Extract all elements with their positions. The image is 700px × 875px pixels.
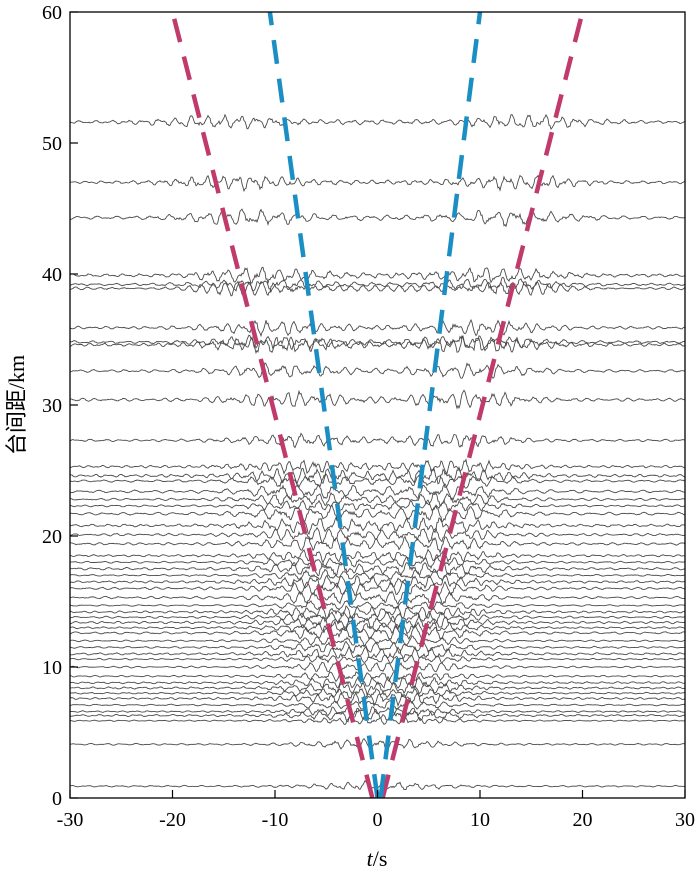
x-axis-title-unit: /s (373, 846, 388, 871)
trace-22 (70, 590, 685, 606)
x-tick-label-5: 20 (573, 809, 593, 831)
trace-46 (70, 276, 685, 294)
trace-6 (70, 691, 685, 707)
x-tick-label-1: -20 (159, 809, 186, 831)
trace-36 (70, 473, 685, 489)
trace-12 (70, 654, 685, 665)
y-axis-title: 台间距/km (4, 355, 29, 455)
trace-23 (70, 580, 685, 597)
y-axis: 0 10 20 30 40 50 60 (42, 2, 78, 810)
trace-49 (70, 174, 685, 193)
trace-34 (70, 491, 685, 507)
trace-20 (70, 605, 685, 620)
trace-42 (70, 335, 685, 355)
trace-15 (70, 635, 685, 647)
trace-7 (70, 688, 685, 700)
trace-2 (70, 716, 685, 726)
trace-17 (70, 620, 685, 635)
moveout-line-3 (378, 12, 483, 798)
trace-16 (70, 623, 685, 640)
trace-40 (70, 389, 685, 410)
trace-45 (70, 280, 685, 297)
trace-10 (70, 670, 685, 683)
trace-30 (70, 526, 685, 544)
trace-9 (70, 675, 685, 689)
trace-11 (70, 661, 685, 673)
moveout-line-1 (380, 12, 585, 798)
moveout-line-2 (267, 12, 380, 798)
trace-39 (70, 432, 685, 449)
trace-5 (70, 699, 685, 710)
trace-14 (70, 640, 685, 654)
x-tick-label-2: -10 (262, 809, 289, 831)
trace-4 (70, 706, 685, 718)
trace-32 (70, 504, 685, 523)
y-tick-label-6: 60 (42, 2, 62, 24)
trace-21 (70, 599, 685, 611)
trace-19 (70, 610, 685, 625)
trace-33 (70, 498, 685, 512)
y-tick-label-1: 10 (42, 657, 62, 679)
x-axis: -30 -20 -10 0 10 20 30 (57, 790, 695, 831)
trace-38 (70, 458, 685, 475)
x-tick-label-6: 30 (675, 809, 695, 831)
trace-28 (70, 548, 685, 564)
trace-41 (70, 362, 685, 379)
moveout-line-0 (170, 12, 375, 798)
x-tick-label-0: -30 (57, 809, 84, 831)
trace-37 (70, 465, 685, 486)
trace-31 (70, 516, 685, 535)
trace-44 (70, 318, 685, 338)
trace-29 (70, 535, 685, 554)
y-tick-label-4: 40 (42, 264, 62, 286)
plot-frame (69, 11, 686, 799)
y-tick-label-3: 30 (42, 395, 62, 417)
trace-50 (70, 113, 685, 131)
trace-27 (70, 555, 685, 570)
seismic-traces (70, 113, 685, 791)
trace-35 (70, 483, 685, 501)
y-tick-label-5: 50 (42, 133, 62, 155)
trace-48 (70, 208, 685, 228)
trace-13 (70, 645, 685, 660)
trace-47 (70, 266, 685, 285)
trace-24 (70, 574, 685, 590)
x-axis-title: t/s (367, 846, 388, 871)
moveout-lines (170, 12, 585, 798)
x-tick-label-3: 0 (373, 809, 383, 831)
trace-25 (70, 568, 685, 582)
trace-3 (70, 708, 685, 724)
trace-26 (70, 561, 685, 577)
x-axis-title-symbol: t (367, 846, 374, 871)
trace-43 (70, 334, 685, 352)
trace-1 (70, 737, 685, 750)
x-tick-label-4: 10 (470, 809, 490, 831)
y-tick-label-0: 0 (52, 788, 62, 810)
y-tick-label-2: 20 (42, 526, 62, 548)
